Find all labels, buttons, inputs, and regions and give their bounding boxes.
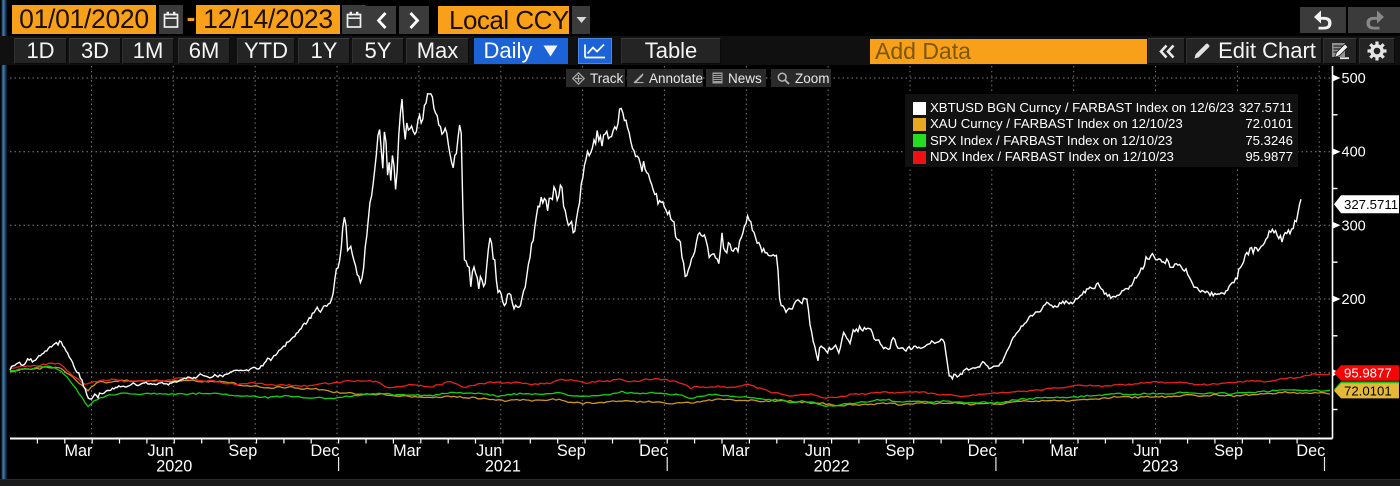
svg-text:Jun: Jun — [476, 442, 502, 460]
svg-text:400: 400 — [1342, 145, 1366, 161]
svg-text:2021: 2021 — [485, 457, 521, 475]
svg-text:Jun: Jun — [148, 442, 174, 460]
svg-text:Mar: Mar — [65, 442, 93, 460]
svg-text:Mar: Mar — [1050, 442, 1078, 460]
svg-text:Sep: Sep — [1214, 442, 1243, 460]
svg-text:Dec: Dec — [1296, 442, 1325, 460]
svg-text:200: 200 — [1342, 292, 1366, 308]
svg-text:500: 500 — [1342, 71, 1366, 87]
svg-text:300: 300 — [1342, 218, 1366, 234]
svg-text:Dec: Dec — [311, 442, 340, 460]
svg-text:Dec: Dec — [639, 442, 668, 460]
svg-text:Sep: Sep — [228, 442, 257, 460]
svg-text:95.9877: 95.9877 — [1344, 366, 1392, 381]
svg-text:72.0101: 72.0101 — [1344, 383, 1392, 398]
svg-text:Mar: Mar — [393, 442, 421, 460]
svg-text:Mar: Mar — [722, 442, 750, 460]
svg-text:Jun: Jun — [805, 442, 831, 460]
svg-text:2022: 2022 — [814, 457, 850, 475]
svg-text:Dec: Dec — [968, 442, 997, 460]
svg-text:Sep: Sep — [557, 442, 586, 460]
svg-text:327.5711: 327.5711 — [1344, 197, 1398, 212]
svg-text:Jun: Jun — [1133, 442, 1159, 460]
svg-text:2023: 2023 — [1142, 457, 1178, 475]
svg-text:2020: 2020 — [156, 457, 192, 475]
svg-text:Sep: Sep — [886, 442, 915, 460]
